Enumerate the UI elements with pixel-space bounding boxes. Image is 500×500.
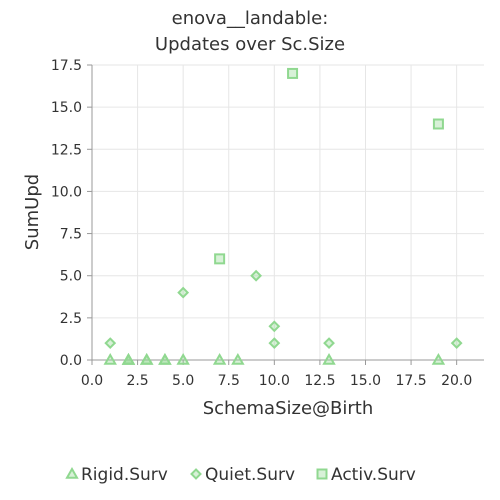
- chart-title: enova__landable: Updates over Sc.Size: [155, 8, 345, 55]
- data-point: [322, 352, 336, 365]
- axes: [87, 64, 484, 365]
- data-point: [287, 67, 299, 79]
- legend-label: Quiet.Surv: [205, 465, 295, 485]
- x-tick-label: 20.0: [441, 373, 472, 389]
- y-tick-label: 7.5: [60, 227, 82, 243]
- series-quiet-surv: [104, 269, 463, 350]
- data-point: [212, 352, 227, 365]
- x-tick-label: 17.5: [395, 373, 426, 389]
- x-tick-label: 10.0: [259, 373, 290, 389]
- series-rigid-surv: [103, 352, 446, 365]
- data-point: [268, 320, 281, 333]
- x-tick-label: 0.0: [81, 373, 103, 389]
- data-points: [103, 67, 463, 365]
- grid: [91, 64, 484, 361]
- data-point: [214, 253, 226, 265]
- x-tick-label: 15.0: [350, 373, 381, 389]
- data-point: [139, 352, 154, 365]
- x-tick-label: 12.5: [304, 373, 335, 389]
- y-tick-label: 10.0: [51, 184, 82, 200]
- x-tick-label: 7.5: [218, 373, 240, 389]
- legend-marker-triangle-icon: [65, 466, 79, 479]
- data-point: [121, 352, 136, 365]
- legend-label: Activ.Surv: [331, 465, 416, 485]
- tick-labels: 0.0 2.5 5.0 7.5 10.0 12.5 15.0 17.5 20.0 0.0 2.5 5.…: [51, 58, 472, 389]
- y-tick-label: 17.5: [51, 58, 82, 74]
- legend-label: Rigid.Surv: [81, 465, 168, 485]
- x-tick-label: 2.5: [126, 373, 148, 389]
- series-activ-surv: [214, 67, 444, 265]
- data-point: [177, 286, 190, 299]
- y-axis-label: SumUpd: [22, 174, 43, 250]
- y-tick-label: 15.0: [51, 100, 82, 116]
- data-point: [432, 118, 444, 130]
- y-tick-label: 2.5: [60, 311, 82, 327]
- chart-title-line-1: enova__landable:: [172, 8, 329, 29]
- data-point: [231, 352, 245, 365]
- data-point: [158, 352, 172, 365]
- data-point: [431, 352, 446, 365]
- data-point: [268, 337, 281, 350]
- chart-title-line-2: Updates over Sc.Size: [155, 34, 345, 55]
- data-point: [104, 337, 117, 350]
- legend: Rigid.Surv Quiet.Surv Activ.Surv: [65, 465, 416, 485]
- y-tick-label: 0.0: [60, 353, 82, 369]
- x-tick-label: 5.0: [172, 373, 194, 389]
- legend-marker-square-icon: [316, 468, 328, 480]
- data-point: [176, 352, 190, 365]
- data-point: [103, 352, 117, 365]
- data-point: [323, 337, 335, 350]
- data-point: [450, 337, 463, 350]
- y-tick-label: 5.0: [60, 269, 82, 285]
- data-point: [250, 269, 263, 282]
- legend-marker-diamond-icon: [190, 468, 202, 480]
- y-tick-label: 12.5: [51, 142, 82, 158]
- x-axis-label: SchemaSize@Birth: [203, 398, 374, 419]
